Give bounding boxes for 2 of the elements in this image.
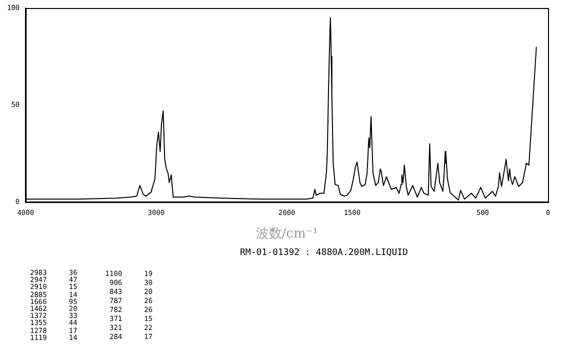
text: RM-01-01392 : 4880A.200M.LIQUID bbox=[240, 248, 408, 258]
x-axis-title: 波数/cm⁻¹ bbox=[256, 226, 318, 242]
